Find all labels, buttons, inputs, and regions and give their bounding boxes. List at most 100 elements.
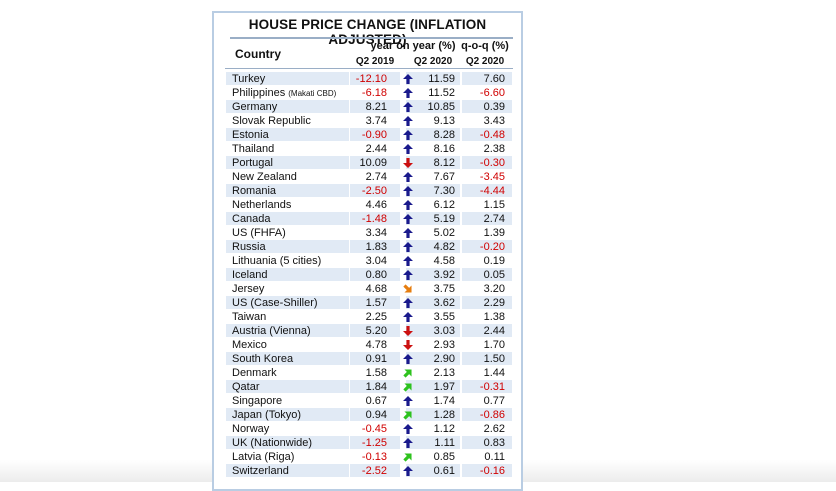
table-row: Slovak Republic 3.74 9.13 3.43	[214, 114, 521, 128]
row-cell-background	[226, 128, 349, 141]
arrow-up-icon	[403, 256, 413, 266]
country-label: Germany	[232, 101, 278, 113]
arrow-up-icon	[403, 186, 413, 196]
row-cell-background	[350, 380, 400, 393]
country-label: Taiwan	[232, 311, 267, 323]
header-q2-2020-qoq: Q2 2020	[465, 56, 505, 67]
value-qoq-q2-2020: 2.38	[483, 143, 505, 155]
row-cell-background	[462, 100, 512, 113]
row-cell-background	[462, 408, 512, 421]
table-row: US (Case-Shiller) 1.57 3.62 2.29	[214, 296, 521, 310]
value-q2-2020: 8.12	[433, 157, 455, 169]
value-q2-2020: 7.67	[433, 171, 455, 183]
arrow-up-icon	[403, 466, 413, 476]
country-label: Netherlands	[232, 199, 292, 211]
country-label: Latvia (Riga)	[232, 451, 295, 463]
country-label: Iceland	[232, 269, 268, 281]
value-q2-2019: -12.10	[355, 73, 387, 85]
row-cell-background	[406, 184, 460, 197]
value-qoq-q2-2020: 3.20	[483, 283, 505, 295]
value-qoq-q2-2020: -0.48	[479, 129, 505, 141]
row-cell-background	[226, 184, 349, 197]
table-row: Russia 1.83 4.82 -0.20	[214, 240, 521, 254]
row-cell-background	[462, 128, 512, 141]
arrow-down-icon	[403, 158, 413, 168]
row-cell-background	[406, 156, 460, 169]
header-year-on-year: year on year (%)	[370, 40, 456, 52]
value-q2-2019: 1.83	[365, 241, 387, 253]
country-name: Mexico	[232, 338, 267, 352]
row-cell-background	[350, 436, 400, 449]
row-cell-background	[226, 436, 349, 449]
country-note: (Makati CBD)	[288, 89, 337, 98]
country-label: Austria (Vienna)	[232, 325, 311, 337]
row-cell-background	[350, 352, 400, 365]
country-name: Slovak Republic	[232, 114, 311, 128]
arrow-up-icon	[403, 298, 413, 308]
value-q2-2020: 2.93	[433, 339, 455, 351]
row-cell-background	[226, 464, 349, 477]
value-q2-2020: 11.59	[428, 73, 455, 85]
row-cell-background	[226, 240, 349, 253]
country-label: Canada	[232, 213, 271, 225]
value-q2-2019: -1.48	[361, 213, 387, 225]
value-q2-2019: 4.68	[365, 283, 387, 295]
arrow-up-icon	[403, 130, 413, 140]
country-name: Austria (Vienna)	[232, 324, 311, 338]
row-cell-background	[462, 184, 512, 197]
country-name: Estonia	[232, 128, 269, 142]
country-label: Lithuania (5 cities)	[232, 255, 322, 267]
value-q2-2019: 1.57	[365, 297, 387, 309]
value-qoq-q2-2020: 0.05	[483, 269, 505, 281]
table-row: Austria (Vienna) 5.20 3.03 2.44	[214, 324, 521, 338]
value-q2-2019: -0.13	[361, 451, 387, 463]
header-divider	[225, 68, 513, 69]
row-cell-background	[350, 128, 400, 141]
country-label: Qatar	[232, 381, 260, 393]
table-row: Qatar 1.84 1.97 -0.31	[214, 380, 521, 394]
country-name: Iceland	[232, 268, 267, 282]
value-qoq-q2-2020: 1.50	[483, 353, 505, 365]
arrow-up-icon	[403, 242, 413, 252]
header-q2-2020: Q2 2020	[413, 56, 453, 67]
country-label: South Korea	[232, 353, 294, 365]
country-name: South Korea	[232, 352, 293, 366]
value-qoq-q2-2020: 3.43	[483, 115, 505, 127]
country-label: New Zealand	[232, 171, 297, 183]
row-cell-background	[462, 72, 512, 85]
value-q2-2019: 4.46	[365, 199, 387, 211]
arrow-up-icon	[403, 88, 413, 98]
row-cell-background	[462, 380, 512, 393]
country-name: Romania	[232, 184, 276, 198]
value-q2-2019: 2.25	[365, 311, 387, 323]
country-name: Latvia (Riga)	[232, 450, 294, 464]
country-name: Japan (Tokyo)	[232, 408, 301, 422]
row-cell-background	[462, 436, 512, 449]
value-q2-2019: 1.84	[365, 381, 387, 393]
value-q2-2020: 0.85	[433, 451, 455, 463]
title-divider	[230, 37, 513, 39]
value-qoq-q2-2020: 0.19	[483, 255, 505, 267]
row-cell-background	[406, 296, 460, 309]
arrow-down-right-icon	[403, 284, 413, 294]
value-qoq-q2-2020: -3.45	[479, 171, 505, 183]
table-row: Estonia -0.90 8.28 -0.48	[214, 128, 521, 142]
value-q2-2020: 4.82	[433, 241, 455, 253]
value-qoq-q2-2020: 2.62	[483, 423, 505, 435]
value-qoq-q2-2020: -4.44	[479, 185, 505, 197]
arrow-up-icon	[403, 354, 413, 364]
table-row: Norway -0.45 1.12 2.62	[214, 422, 521, 436]
country-name: Jersey	[232, 282, 264, 296]
house-price-table-card: HOUSE PRICE CHANGE (INFLATION ADJUSTED) …	[212, 11, 523, 491]
table-row: Singapore 0.67 1.74 0.77	[214, 394, 521, 408]
row-cell-background	[406, 436, 460, 449]
value-q2-2020: 5.19	[433, 213, 455, 225]
value-q2-2019: 5.20	[365, 325, 387, 337]
country-label: Portugal	[232, 157, 273, 169]
table-row: Jersey 4.68 3.75 3.20	[214, 282, 521, 296]
value-qoq-q2-2020: 1.44	[483, 367, 505, 379]
value-q2-2020: 2.90	[433, 353, 455, 365]
arrow-up-icon	[403, 116, 413, 126]
country-label: Russia	[232, 241, 266, 253]
row-cell-background	[406, 380, 460, 393]
